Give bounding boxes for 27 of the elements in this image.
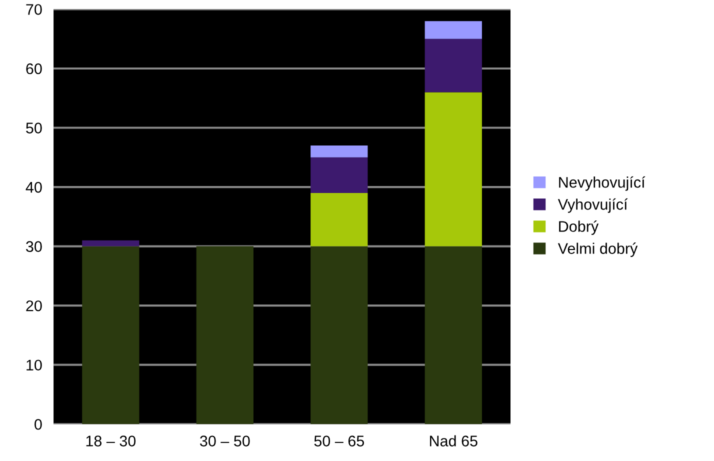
x-tick-label: 50 – 65 (314, 436, 364, 446)
y-tick-label: 60 (26, 63, 42, 74)
bar (310, 246, 368, 424)
y-tick-label: 70 (26, 4, 42, 15)
bar (82, 246, 140, 424)
y-tick-label: 0 (34, 418, 42, 430)
x-tick-label: Nad 65 (430, 435, 478, 446)
bar (424, 246, 482, 424)
legend-label: Velmi dobrý (558, 242, 638, 257)
bar (424, 38, 482, 92)
bar (310, 146, 368, 158)
legend-label: Dobrý (559, 220, 599, 235)
x-tick-label: 18 – 30 (86, 436, 136, 446)
bar (310, 192, 368, 246)
bar (424, 92, 482, 246)
y-tick-label: 50 (26, 122, 42, 134)
legend-label: Nevyhovující (559, 176, 646, 191)
bar (82, 240, 140, 246)
bar (424, 21, 482, 39)
y-tick-label: 40 (26, 182, 42, 193)
bar (196, 246, 254, 424)
y-tick-label: 10 (26, 360, 42, 371)
legend-label: Vyhovující (558, 198, 628, 213)
y-tick-label: 20 (26, 300, 42, 312)
bar (310, 157, 368, 193)
x-tick-label: 30 – 50 (200, 436, 250, 446)
y-tick-label: 30 (26, 241, 42, 252)
